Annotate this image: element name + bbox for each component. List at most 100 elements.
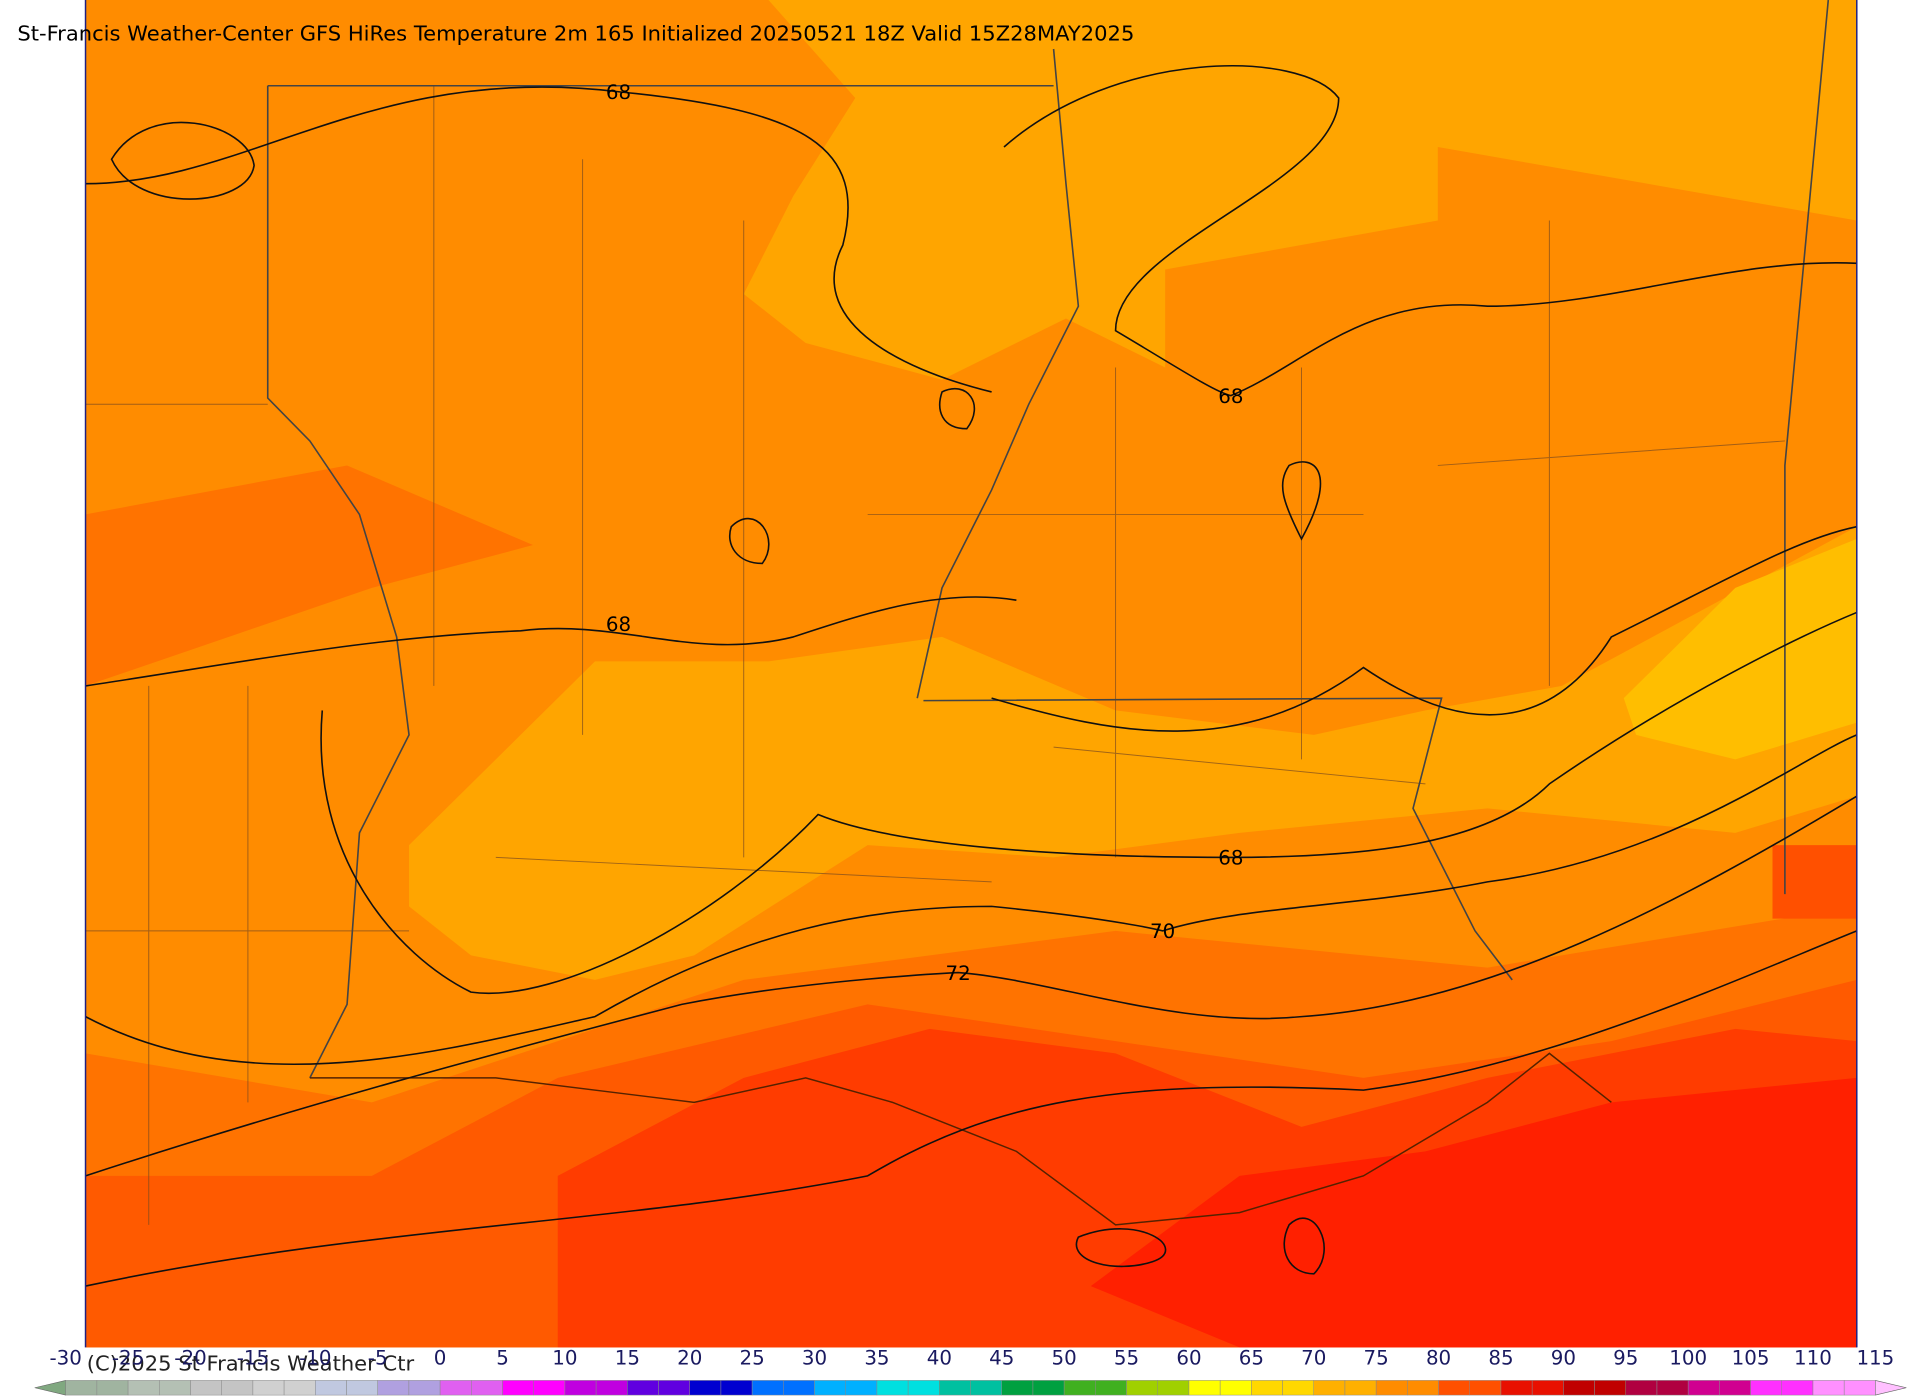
county-lines [85,85,1785,1225]
colorbar-tick-label: 95 [1613,1347,1638,1370]
colorbar-tick-label: 115 [1856,1347,1894,1370]
colorbar-tick-label: 40 [927,1347,952,1370]
colorbar-cell [1500,1380,1533,1396]
colorbar-cell [751,1380,784,1396]
colorbar-cell [127,1380,160,1396]
colorbar-tick-label: 85 [1488,1347,1513,1370]
colorbar-cell [1063,1380,1096,1396]
colorbar-cell [1781,1380,1814,1396]
contour-line [85,596,1017,687]
contour-label: 68 [1218,385,1243,408]
state-lines [266,0,1830,1079]
colorbar-cell [564,1380,597,1396]
colorbar-tick-label: 70 [1301,1347,1326,1370]
colorbar-cell [1812,1380,1845,1396]
colorbar-cell [1469,1380,1502,1396]
contour-line [991,525,1857,732]
contour-label: 72 [946,962,971,985]
colorbar-tick-label: -20 [174,1347,206,1370]
warm-band [409,526,1857,980]
colorbar-cell [1719,1380,1751,1396]
map-title: St-Francis Weather-Center GFS HiRes Temp… [17,22,1134,46]
hot-band [1090,1077,1857,1348]
warm-band [1623,538,1857,760]
colorbar-tick-label: 45 [989,1347,1014,1370]
colorbar-cell [1687,1380,1720,1396]
colorbar-cell [1375,1380,1408,1396]
colorbar-cell [471,1380,503,1396]
colorbar-cell [252,1380,285,1396]
warm-band [743,0,1857,380]
contour-label: 68 [606,613,631,636]
colorbar-cell [1625,1380,1658,1396]
colorbar-cell [970,1380,1002,1396]
colorbar-cell [689,1380,722,1396]
colorbar-cell [377,1380,410,1396]
colorbar-cell [1095,1380,1127,1396]
colorbar-tick-label: 60 [1176,1347,1201,1370]
colorbar-tick-label: 80 [1426,1347,1451,1370]
colorbar-tick-label: 90 [1551,1347,1576,1370]
colorbar-tick-label: 105 [1732,1347,1770,1370]
colorbar-cell [845,1380,878,1396]
colorbar-cell [1219,1380,1252,1396]
colorbar-tick-label: 15 [615,1347,640,1370]
colorbar-cell [439,1380,472,1396]
colorbar-cell [595,1380,628,1396]
colorbar-cell [65,1380,98,1396]
colorbar-tick-label: -5 [368,1347,388,1370]
colorbar-cell [1126,1380,1158,1396]
colorbar-cell [720,1380,753,1396]
colorbar-cell [1656,1380,1689,1396]
colorbar-cell [939,1380,971,1396]
contour-line [85,795,1858,1177]
colorbar-cell [346,1380,378,1396]
coastline [309,1052,1612,1226]
colorbar-tick-label: -15 [237,1347,269,1370]
colorbar-cell [907,1380,940,1396]
contour-line [320,611,1858,995]
colorbar-cell [96,1380,129,1396]
colorbar-cell [1282,1380,1314,1396]
colorbar-tick-label: 75 [1364,1347,1389,1370]
colorbar-cell [1750,1380,1783,1396]
colorbar-cell [408,1380,441,1396]
contour-labels: 68 68 68 68 70 72 [606,81,1244,985]
hot-band [1772,845,1857,919]
colorbar-cell [1313,1380,1346,1396]
colorbar-cell [876,1380,909,1396]
colorbar-cell [658,1380,690,1396]
colorbar-tick-label: 65 [1239,1347,1264,1370]
colorbar-tick-label: 10 [552,1347,577,1370]
contour-label: 68 [606,81,631,104]
colorbar-tick-label: 0 [434,1347,447,1370]
colorbar-cell [814,1380,846,1396]
colorbar-cell [159,1380,191,1396]
colorbar-cell [783,1380,815,1396]
colorbar-tick-label: 50 [1052,1347,1077,1370]
contour-line [110,121,1325,1275]
colorbar-tick-label: 100 [1669,1347,1707,1370]
colorbar-cell [1032,1380,1065,1396]
colorbar-cell [190,1380,222,1396]
colorbar-cell [627,1380,659,1396]
colorbar-tick-label: -25 [112,1347,144,1370]
colorbar-cell [1563,1380,1595,1396]
colorbar-cell [1344,1380,1377,1396]
colorbar-tick-label: 25 [740,1347,765,1370]
map: 68 68 68 68 70 72 [84,0,1858,1348]
colorbar-high-end [1875,1380,1907,1396]
colorbar: -30 -25 -20 -15 -10 -5 0 5 10 15 20 25 30 35 40 45 50 55 6… [34,1347,1907,1396]
contour-line [85,930,1858,1287]
colorbar-cell [1188,1380,1221,1396]
colorbar-cell [1251,1380,1283,1396]
contour-label: 68 [1218,847,1243,870]
colorbar-tick-label: 20 [677,1347,702,1370]
colorbar-cell [1438,1380,1471,1396]
colorbar-cell [221,1380,254,1396]
contour-line [1003,65,1857,397]
contour-label: 70 [1150,920,1175,943]
colorbar-cell [1594,1380,1627,1396]
colorbar-tick-label: 55 [1114,1347,1139,1370]
